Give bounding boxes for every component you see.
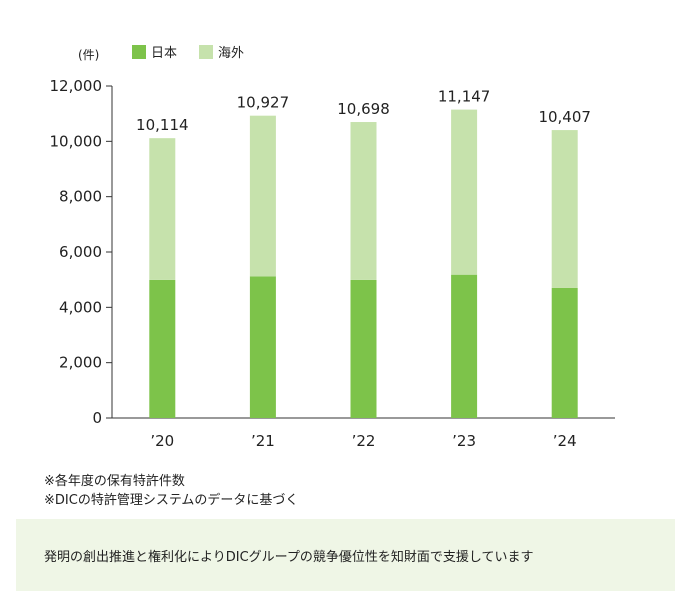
bar-total-label: 11,147 <box>438 88 491 106</box>
y-tick-label: 0 <box>92 409 102 427</box>
bar-segment-overseas <box>350 122 377 280</box>
legend-item-japan: 日本 <box>132 42 177 61</box>
bar-segment-overseas <box>551 130 578 288</box>
y-tick-label: 8,000 <box>59 188 102 206</box>
y-tick-label: 12,000 <box>50 77 103 95</box>
x-tick-label: ’21 <box>251 432 275 450</box>
y-tick-label: 6,000 <box>59 243 102 261</box>
y-tick-label: 2,000 <box>59 354 102 372</box>
legend: 日本 海外 <box>132 42 244 61</box>
x-tick-label: ’22 <box>352 432 376 450</box>
summary-box: 発明の創出推進と権利化によりDICグループの競争優位性を知財面で支援しています <box>16 519 675 591</box>
footnote: ※各年度の保有特許件数 <box>44 474 185 489</box>
bar-segment-japan <box>249 276 276 418</box>
y-axis-unit: (件) <box>78 48 100 62</box>
legend-label-overseas: 海外 <box>218 46 245 61</box>
bar-total-label: 10,927 <box>237 94 290 112</box>
bar-segment-japan <box>451 274 478 418</box>
legend-label-japan: 日本 <box>151 46 178 61</box>
legend-item-overseas: 海外 <box>199 42 244 61</box>
bar-segment-japan <box>350 279 377 418</box>
bar-total-label: 10,114 <box>136 116 189 134</box>
footnote: ※DICの特許管理システムのデータに基づく <box>44 493 299 508</box>
bar-total-label: 10,698 <box>337 100 390 118</box>
bar-segment-overseas <box>451 109 478 275</box>
legend-swatch-japan <box>132 44 146 59</box>
bar-segment-japan <box>551 287 578 418</box>
x-tick-label: ’24 <box>553 432 577 450</box>
bar-segment-japan <box>149 279 176 418</box>
summary-text: 発明の創出推進と権利化によりDICグループの競争優位性を知財面で支援しています <box>44 549 534 565</box>
y-tick-label: 10,000 <box>50 132 103 150</box>
x-tick-label: ’20 <box>150 432 174 450</box>
x-tick-label: ’23 <box>452 432 476 450</box>
bar-segment-overseas <box>249 115 276 277</box>
bar-chart: 0 2,000 4,000 6,000 8,000 10,000 12,000 10,114 ’… <box>50 77 615 450</box>
bar-total-label: 10,407 <box>538 108 591 126</box>
y-tick-label: 4,000 <box>59 298 102 316</box>
legend-swatch-overseas <box>199 44 214 59</box>
bar-segment-overseas <box>149 138 176 280</box>
footnotes: ※各年度の保有特許件数 ※DICの特許管理システムのデータに基づく <box>44 472 298 510</box>
